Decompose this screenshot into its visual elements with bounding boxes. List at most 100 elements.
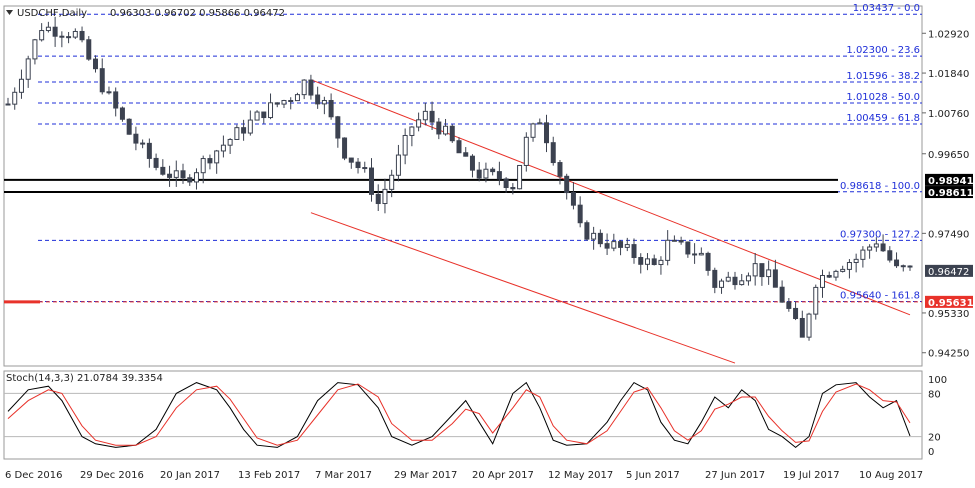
candle-body [745, 275, 751, 282]
candle-body [860, 249, 866, 260]
price-tag-bg [925, 295, 973, 308]
candle-body [752, 263, 758, 277]
candle-body [362, 167, 368, 170]
candle-body [153, 157, 159, 168]
y-tick-label: 0.97490 [928, 229, 969, 240]
candle-body [799, 317, 805, 338]
candle-body [618, 241, 624, 248]
candle-body [779, 286, 785, 303]
stoch-signal-line [7, 383, 911, 446]
chart-ohlc: 0.96303 0.96702 0.95866 0.96472 [110, 8, 285, 19]
candle-body [241, 127, 247, 134]
main-plot-frame [3, 5, 923, 367]
candle-body [247, 119, 253, 134]
candle-body [99, 68, 105, 93]
candle-body [907, 265, 913, 268]
candle-body [254, 111, 260, 121]
candle-body [288, 100, 294, 103]
candle-body [732, 276, 738, 286]
candle-body [463, 152, 469, 157]
candle-body [429, 110, 435, 123]
fib-label: 1.03437 - 0.0 [853, 3, 920, 14]
candle-body [840, 268, 846, 272]
candle-body [422, 110, 428, 121]
current-price-bg [925, 264, 973, 277]
candle-body [86, 39, 92, 60]
chart-symbol: USDCHF,Daily [17, 8, 87, 19]
candle-body [685, 241, 691, 255]
candle-body [510, 187, 516, 190]
y-tick-label: 1.02920 [928, 29, 969, 40]
fib-label: 1.00459 - 61.8 [846, 113, 920, 124]
fib-label: 1.01596 - 38.2 [846, 71, 920, 82]
candle-body [348, 157, 354, 163]
candle-body [436, 121, 442, 135]
candle-body [45, 26, 51, 32]
candle-body [126, 118, 132, 135]
candle-body [759, 263, 765, 278]
candle-body [813, 286, 819, 315]
candle-body [268, 102, 274, 119]
candle-body [308, 79, 314, 96]
candle-body [651, 258, 657, 266]
candle-body [678, 240, 684, 243]
price-tag: 0.98941 [928, 176, 974, 187]
candle-body [395, 154, 401, 176]
channel-line [310, 212, 736, 364]
candle-body [483, 168, 489, 179]
candle-body [671, 239, 677, 242]
candle-body [766, 269, 772, 278]
candle-body [597, 232, 603, 245]
candle-body [793, 307, 799, 319]
candle-body [712, 269, 718, 288]
candle-body [772, 269, 778, 288]
candle-body [173, 170, 179, 178]
candle-body [328, 99, 334, 118]
fib-label: 0.97300 - 127.2 [840, 229, 920, 240]
candle-body [557, 162, 563, 177]
candle-body [409, 126, 415, 136]
candle-body [604, 243, 610, 249]
x-tick-label: 27 Jun 2017 [705, 470, 765, 481]
candle-body [631, 244, 637, 259]
candle-body [5, 103, 11, 106]
candle-body [644, 258, 650, 265]
candle-body [106, 91, 112, 94]
candle-body [119, 107, 125, 120]
candle-body [517, 164, 523, 190]
y-tick-label: 0.95330 [928, 309, 969, 320]
x-tick-label: 7 Mar 2017 [315, 470, 372, 481]
candle-body [591, 232, 597, 240]
stoch-y-tick-label: 20 [928, 433, 941, 444]
candle-body [873, 243, 879, 248]
candle-body [25, 58, 31, 80]
fib-label: 0.95640 - 161.8 [840, 291, 920, 302]
candle-body [72, 30, 78, 38]
candle-body [200, 158, 206, 174]
candle-body [227, 138, 233, 146]
candle-body [853, 258, 859, 264]
candle-body [658, 259, 664, 266]
candle-body [167, 173, 173, 178]
candle-body [523, 136, 529, 166]
candle-body [52, 26, 58, 37]
candle-body [220, 144, 226, 152]
candle-body [187, 177, 193, 183]
candle-body [402, 134, 408, 156]
x-tick-label: 20 Jan 2017 [160, 470, 220, 481]
candle-body [530, 123, 536, 138]
candle-body [66, 36, 72, 39]
x-tick-label: 6 Dec 2016 [5, 470, 63, 481]
candle-body [476, 169, 482, 179]
candle-body [321, 99, 327, 105]
x-tick-label: 19 Jul 2017 [783, 470, 840, 481]
candle-body [570, 192, 576, 206]
candle-body [93, 58, 99, 70]
candle-body [368, 167, 374, 195]
candle-body [133, 133, 139, 144]
candle-body [705, 252, 711, 271]
x-tick-label: 29 Mar 2017 [394, 470, 457, 481]
collapse-arrow-icon[interactable] [6, 10, 13, 15]
candle-body [900, 265, 906, 268]
